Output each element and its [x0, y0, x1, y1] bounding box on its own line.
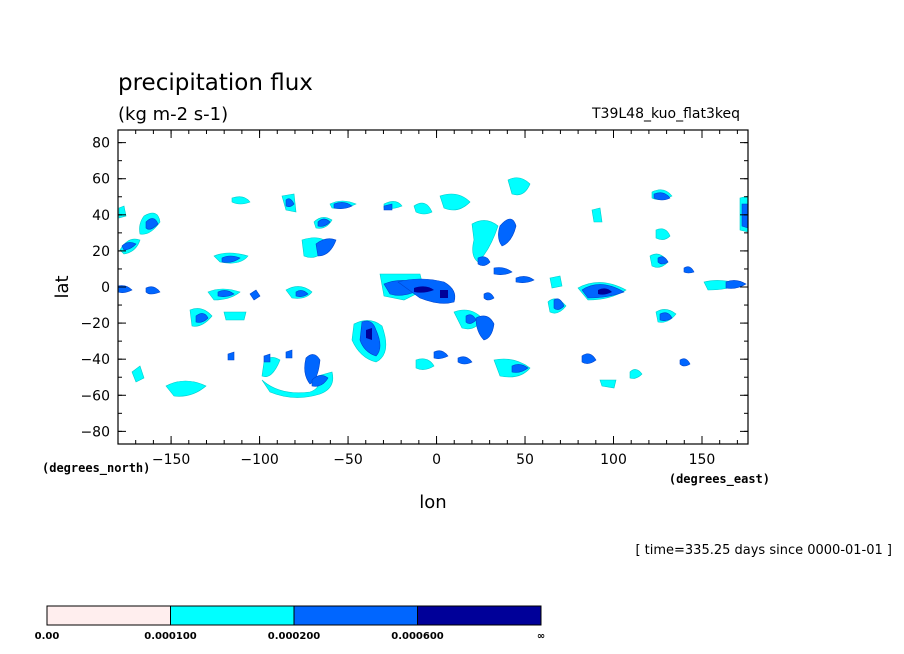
field-region	[465, 314, 477, 324]
field-region	[475, 315, 495, 341]
y-tick-label: 60	[92, 172, 110, 188]
field-region	[145, 286, 161, 295]
field-region	[549, 275, 563, 289]
colorbar-swatch	[293, 605, 418, 626]
y-tick-label: 20	[92, 244, 110, 260]
x-axis: −150 −100 −50 0 50 100 150	[135, 130, 738, 468]
field-region	[263, 353, 271, 363]
x-tick-label: 150	[689, 452, 716, 468]
field-region	[415, 358, 435, 370]
field-region	[223, 311, 247, 321]
colorbar-label: 0.000600	[391, 631, 444, 642]
field-region	[118, 205, 127, 219]
field-region	[295, 290, 309, 297]
x-tick-label: 100	[600, 452, 627, 468]
y-axis: 80 60 40 20 0 −20 −40 −60 −80	[80, 136, 748, 440]
x-tick-label: 50	[516, 452, 534, 468]
field-region	[366, 328, 372, 340]
y-tick-label: −80	[80, 424, 110, 440]
x-axis-label: lon	[419, 492, 446, 513]
field-region	[131, 365, 145, 383]
field-region	[629, 369, 643, 379]
field-region	[165, 380, 207, 397]
field-region	[439, 193, 471, 211]
field-region	[413, 202, 433, 215]
colorbar-label: 0.000100	[144, 631, 197, 642]
field-region	[333, 202, 353, 209]
colorbar-swatch	[170, 605, 295, 626]
field-region	[581, 353, 597, 364]
colorbar: 0.00 0.000100 0.000200 0.000600 ∞	[35, 605, 545, 642]
x-tick-label: −150	[152, 452, 190, 468]
field-region	[515, 276, 535, 283]
field-region	[457, 356, 473, 365]
field-region	[653, 192, 671, 201]
field-region	[659, 312, 673, 321]
time-note: [ time=335.25 days since 0000-01-01 ]	[635, 543, 892, 558]
y-tick-label: 40	[92, 208, 110, 224]
field-region	[477, 256, 491, 266]
field-region	[591, 207, 603, 223]
field-region	[195, 313, 209, 323]
field-region	[145, 218, 159, 230]
field-region	[498, 218, 517, 247]
field-region	[311, 375, 329, 387]
field-region	[741, 203, 749, 229]
field-region	[725, 280, 747, 289]
field-region	[285, 198, 295, 207]
field-region	[493, 267, 513, 275]
field-region	[507, 177, 531, 196]
field-region	[655, 228, 671, 240]
y-tick-label: 0	[101, 280, 110, 296]
field-region	[679, 358, 691, 367]
colorbar-label: 0.00	[35, 631, 60, 642]
y-axis-label: lat	[52, 275, 73, 298]
run-name: T39L48_kuo_flat3keq	[591, 106, 740, 122]
colorbar-label: ∞	[537, 631, 545, 642]
field-region	[221, 255, 241, 263]
y-tick-label: −60	[80, 388, 110, 404]
field-region	[414, 286, 434, 293]
field-region	[483, 292, 495, 301]
field-region	[217, 290, 235, 297]
x-tick-label: 0	[432, 452, 441, 468]
field-region	[227, 351, 235, 361]
field-region	[440, 290, 448, 298]
field-region	[261, 371, 334, 398]
colorbar-label: 0.000200	[268, 631, 321, 642]
field-region	[553, 298, 565, 310]
field-region	[511, 364, 529, 373]
field-region	[598, 288, 612, 295]
field-region	[599, 379, 617, 389]
field-region	[315, 238, 337, 257]
y-tick-label: −40	[80, 352, 110, 368]
field-region	[121, 242, 137, 251]
field-region	[433, 350, 449, 359]
precipitation-field	[117, 177, 749, 398]
y-tick-label: −20	[80, 316, 110, 332]
chart-units: (kg m-2 s-1)	[118, 104, 228, 125]
field-region	[657, 256, 669, 265]
field-region	[231, 196, 251, 205]
x-axis-units: (degrees_east)	[669, 472, 770, 487]
y-axis-units: (degrees_north)	[42, 461, 150, 476]
y-tick-label: 80	[92, 136, 110, 152]
field-region	[249, 289, 261, 301]
field-region	[285, 349, 293, 359]
field-region	[683, 266, 695, 274]
field-region	[471, 220, 499, 263]
colorbar-swatch	[417, 605, 542, 626]
field-region	[317, 218, 331, 227]
colorbar-swatch	[46, 605, 171, 626]
x-tick-label: −50	[333, 452, 363, 468]
chart-title: precipitation flux	[118, 70, 313, 96]
field-region	[383, 203, 393, 211]
x-tick-label: −100	[240, 452, 278, 468]
